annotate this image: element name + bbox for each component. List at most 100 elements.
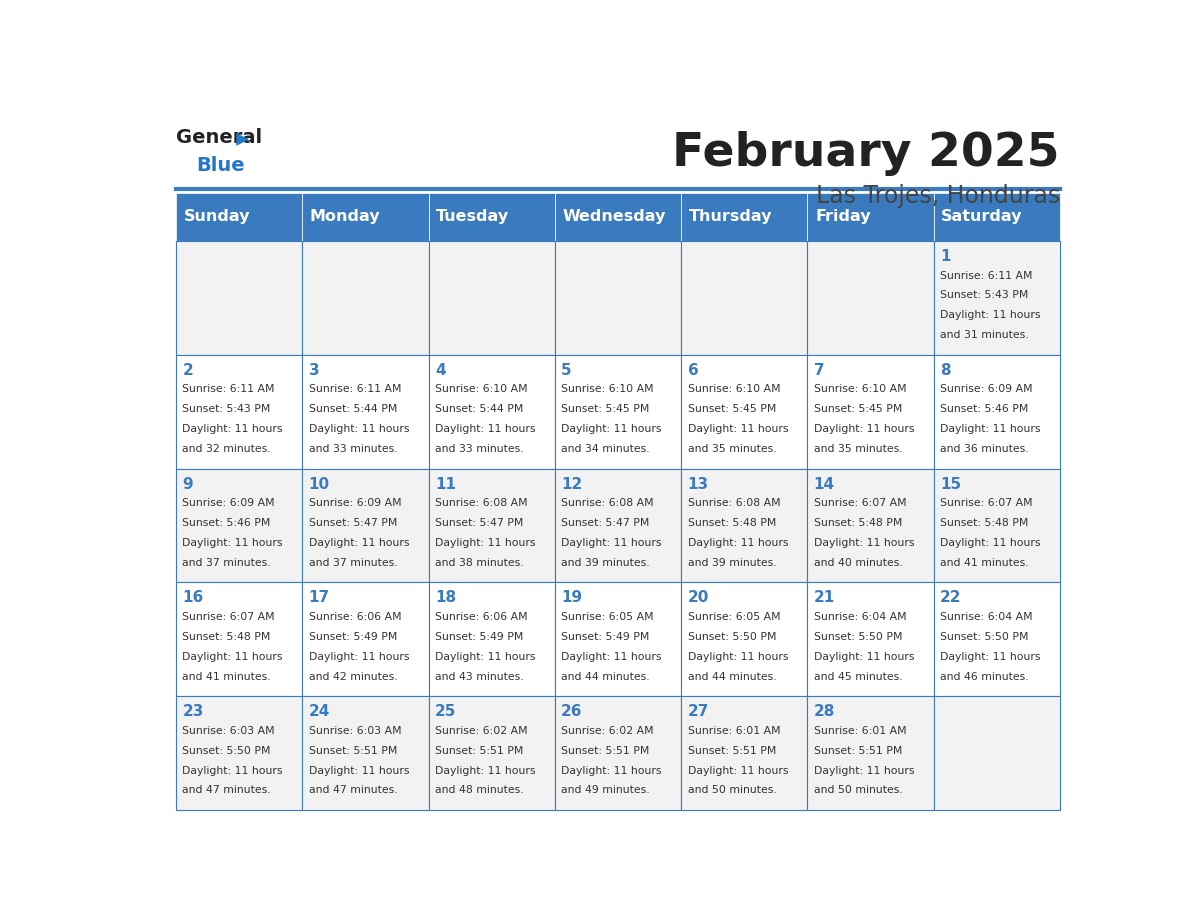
Bar xyxy=(429,582,555,696)
Text: Daylight: 11 hours: Daylight: 11 hours xyxy=(309,766,409,776)
Bar xyxy=(934,696,1060,810)
Text: and 44 minutes.: and 44 minutes. xyxy=(688,672,776,682)
Text: Daylight: 11 hours: Daylight: 11 hours xyxy=(940,310,1041,320)
Text: Sunset: 5:48 PM: Sunset: 5:48 PM xyxy=(183,632,271,642)
Bar xyxy=(429,241,555,354)
Text: Sunset: 5:46 PM: Sunset: 5:46 PM xyxy=(940,404,1029,414)
Text: Sunrise: 6:08 AM: Sunrise: 6:08 AM xyxy=(435,498,527,509)
Text: Sunset: 5:48 PM: Sunset: 5:48 PM xyxy=(688,518,776,528)
Text: 19: 19 xyxy=(561,590,582,605)
Text: Sunset: 5:49 PM: Sunset: 5:49 PM xyxy=(561,632,650,642)
Text: Daylight: 11 hours: Daylight: 11 hours xyxy=(435,652,536,662)
Text: Sunset: 5:51 PM: Sunset: 5:51 PM xyxy=(814,745,902,756)
Text: and 49 minutes.: and 49 minutes. xyxy=(561,786,650,796)
Text: Sunrise: 6:01 AM: Sunrise: 6:01 AM xyxy=(688,726,781,735)
Bar xyxy=(176,193,303,241)
Bar xyxy=(303,582,429,696)
Bar xyxy=(555,354,681,468)
Text: Sunrise: 6:09 AM: Sunrise: 6:09 AM xyxy=(940,385,1032,395)
Bar xyxy=(808,696,934,810)
Text: 3: 3 xyxy=(309,363,320,377)
Text: 14: 14 xyxy=(814,476,835,491)
Bar xyxy=(429,696,555,810)
Text: General: General xyxy=(176,128,263,147)
Text: Daylight: 11 hours: Daylight: 11 hours xyxy=(561,538,662,548)
Bar xyxy=(934,582,1060,696)
Bar xyxy=(555,696,681,810)
Text: and 47 minutes.: and 47 minutes. xyxy=(309,786,397,796)
Text: Sunset: 5:50 PM: Sunset: 5:50 PM xyxy=(688,632,776,642)
Bar xyxy=(303,696,429,810)
Text: Sunset: 5:50 PM: Sunset: 5:50 PM xyxy=(183,745,271,756)
Text: 10: 10 xyxy=(309,476,330,491)
Text: Sunrise: 6:03 AM: Sunrise: 6:03 AM xyxy=(183,726,276,735)
Text: 20: 20 xyxy=(688,590,709,605)
Text: Friday: Friday xyxy=(815,209,871,224)
Text: and 44 minutes.: and 44 minutes. xyxy=(561,672,650,682)
Text: Sunset: 5:50 PM: Sunset: 5:50 PM xyxy=(940,632,1029,642)
Text: Sunrise: 6:06 AM: Sunrise: 6:06 AM xyxy=(309,612,402,621)
Text: Sunset: 5:48 PM: Sunset: 5:48 PM xyxy=(814,518,902,528)
Text: Daylight: 11 hours: Daylight: 11 hours xyxy=(688,424,788,434)
Text: 13: 13 xyxy=(688,476,708,491)
Text: Saturday: Saturday xyxy=(941,209,1023,224)
Text: Daylight: 11 hours: Daylight: 11 hours xyxy=(814,424,915,434)
Text: Sunrise: 6:02 AM: Sunrise: 6:02 AM xyxy=(435,726,527,735)
Text: Sunset: 5:48 PM: Sunset: 5:48 PM xyxy=(940,518,1029,528)
Text: 8: 8 xyxy=(940,363,950,377)
Bar xyxy=(429,193,555,241)
Text: Sunset: 5:47 PM: Sunset: 5:47 PM xyxy=(309,518,397,528)
Text: and 38 minutes.: and 38 minutes. xyxy=(435,558,524,568)
Text: 7: 7 xyxy=(814,363,824,377)
Text: and 50 minutes.: and 50 minutes. xyxy=(688,786,776,796)
Bar xyxy=(429,468,555,582)
Text: ◀: ◀ xyxy=(236,128,248,146)
Text: Tuesday: Tuesday xyxy=(436,209,510,224)
Text: and 40 minutes.: and 40 minutes. xyxy=(814,558,903,568)
Text: Sunrise: 6:11 AM: Sunrise: 6:11 AM xyxy=(940,271,1032,281)
Text: and 33 minutes.: and 33 minutes. xyxy=(435,444,524,454)
Bar xyxy=(934,241,1060,354)
Text: 17: 17 xyxy=(309,590,330,605)
Bar xyxy=(429,354,555,468)
Text: and 35 minutes.: and 35 minutes. xyxy=(814,444,903,454)
Text: 1: 1 xyxy=(940,249,950,263)
Text: and 47 minutes.: and 47 minutes. xyxy=(183,786,271,796)
Text: Sunrise: 6:10 AM: Sunrise: 6:10 AM xyxy=(688,385,781,395)
Text: Daylight: 11 hours: Daylight: 11 hours xyxy=(814,538,915,548)
Text: Sunset: 5:47 PM: Sunset: 5:47 PM xyxy=(435,518,524,528)
Text: Monday: Monday xyxy=(310,209,380,224)
Text: and 46 minutes.: and 46 minutes. xyxy=(940,672,1029,682)
Text: Daylight: 11 hours: Daylight: 11 hours xyxy=(940,424,1041,434)
Text: Sunset: 5:45 PM: Sunset: 5:45 PM xyxy=(688,404,776,414)
Text: Sunrise: 6:01 AM: Sunrise: 6:01 AM xyxy=(814,726,906,735)
Text: Daylight: 11 hours: Daylight: 11 hours xyxy=(183,538,283,548)
Bar xyxy=(176,468,303,582)
Text: and 45 minutes.: and 45 minutes. xyxy=(814,672,903,682)
Text: and 35 minutes.: and 35 minutes. xyxy=(688,444,776,454)
Text: and 41 minutes.: and 41 minutes. xyxy=(940,558,1029,568)
Text: and 36 minutes.: and 36 minutes. xyxy=(940,444,1029,454)
Text: Sunday: Sunday xyxy=(184,209,251,224)
Text: 26: 26 xyxy=(561,704,583,719)
Bar xyxy=(681,696,808,810)
Text: and 32 minutes.: and 32 minutes. xyxy=(183,444,271,454)
Text: Sunrise: 6:03 AM: Sunrise: 6:03 AM xyxy=(309,726,402,735)
Bar xyxy=(303,468,429,582)
Text: Sunset: 5:45 PM: Sunset: 5:45 PM xyxy=(561,404,650,414)
Text: and 42 minutes.: and 42 minutes. xyxy=(309,672,397,682)
Text: Sunset: 5:43 PM: Sunset: 5:43 PM xyxy=(183,404,271,414)
Text: 21: 21 xyxy=(814,590,835,605)
Text: Sunrise: 6:09 AM: Sunrise: 6:09 AM xyxy=(309,498,402,509)
Text: February 2025: February 2025 xyxy=(672,131,1060,176)
Text: Sunrise: 6:07 AM: Sunrise: 6:07 AM xyxy=(940,498,1032,509)
Text: Daylight: 11 hours: Daylight: 11 hours xyxy=(688,766,788,776)
Bar xyxy=(555,468,681,582)
Text: Sunset: 5:44 PM: Sunset: 5:44 PM xyxy=(435,404,524,414)
Text: Daylight: 11 hours: Daylight: 11 hours xyxy=(940,538,1041,548)
Text: Sunset: 5:44 PM: Sunset: 5:44 PM xyxy=(309,404,397,414)
Text: Daylight: 11 hours: Daylight: 11 hours xyxy=(814,766,915,776)
Text: 2: 2 xyxy=(183,363,194,377)
Text: Sunrise: 6:04 AM: Sunrise: 6:04 AM xyxy=(940,612,1032,621)
Text: and 33 minutes.: and 33 minutes. xyxy=(309,444,397,454)
